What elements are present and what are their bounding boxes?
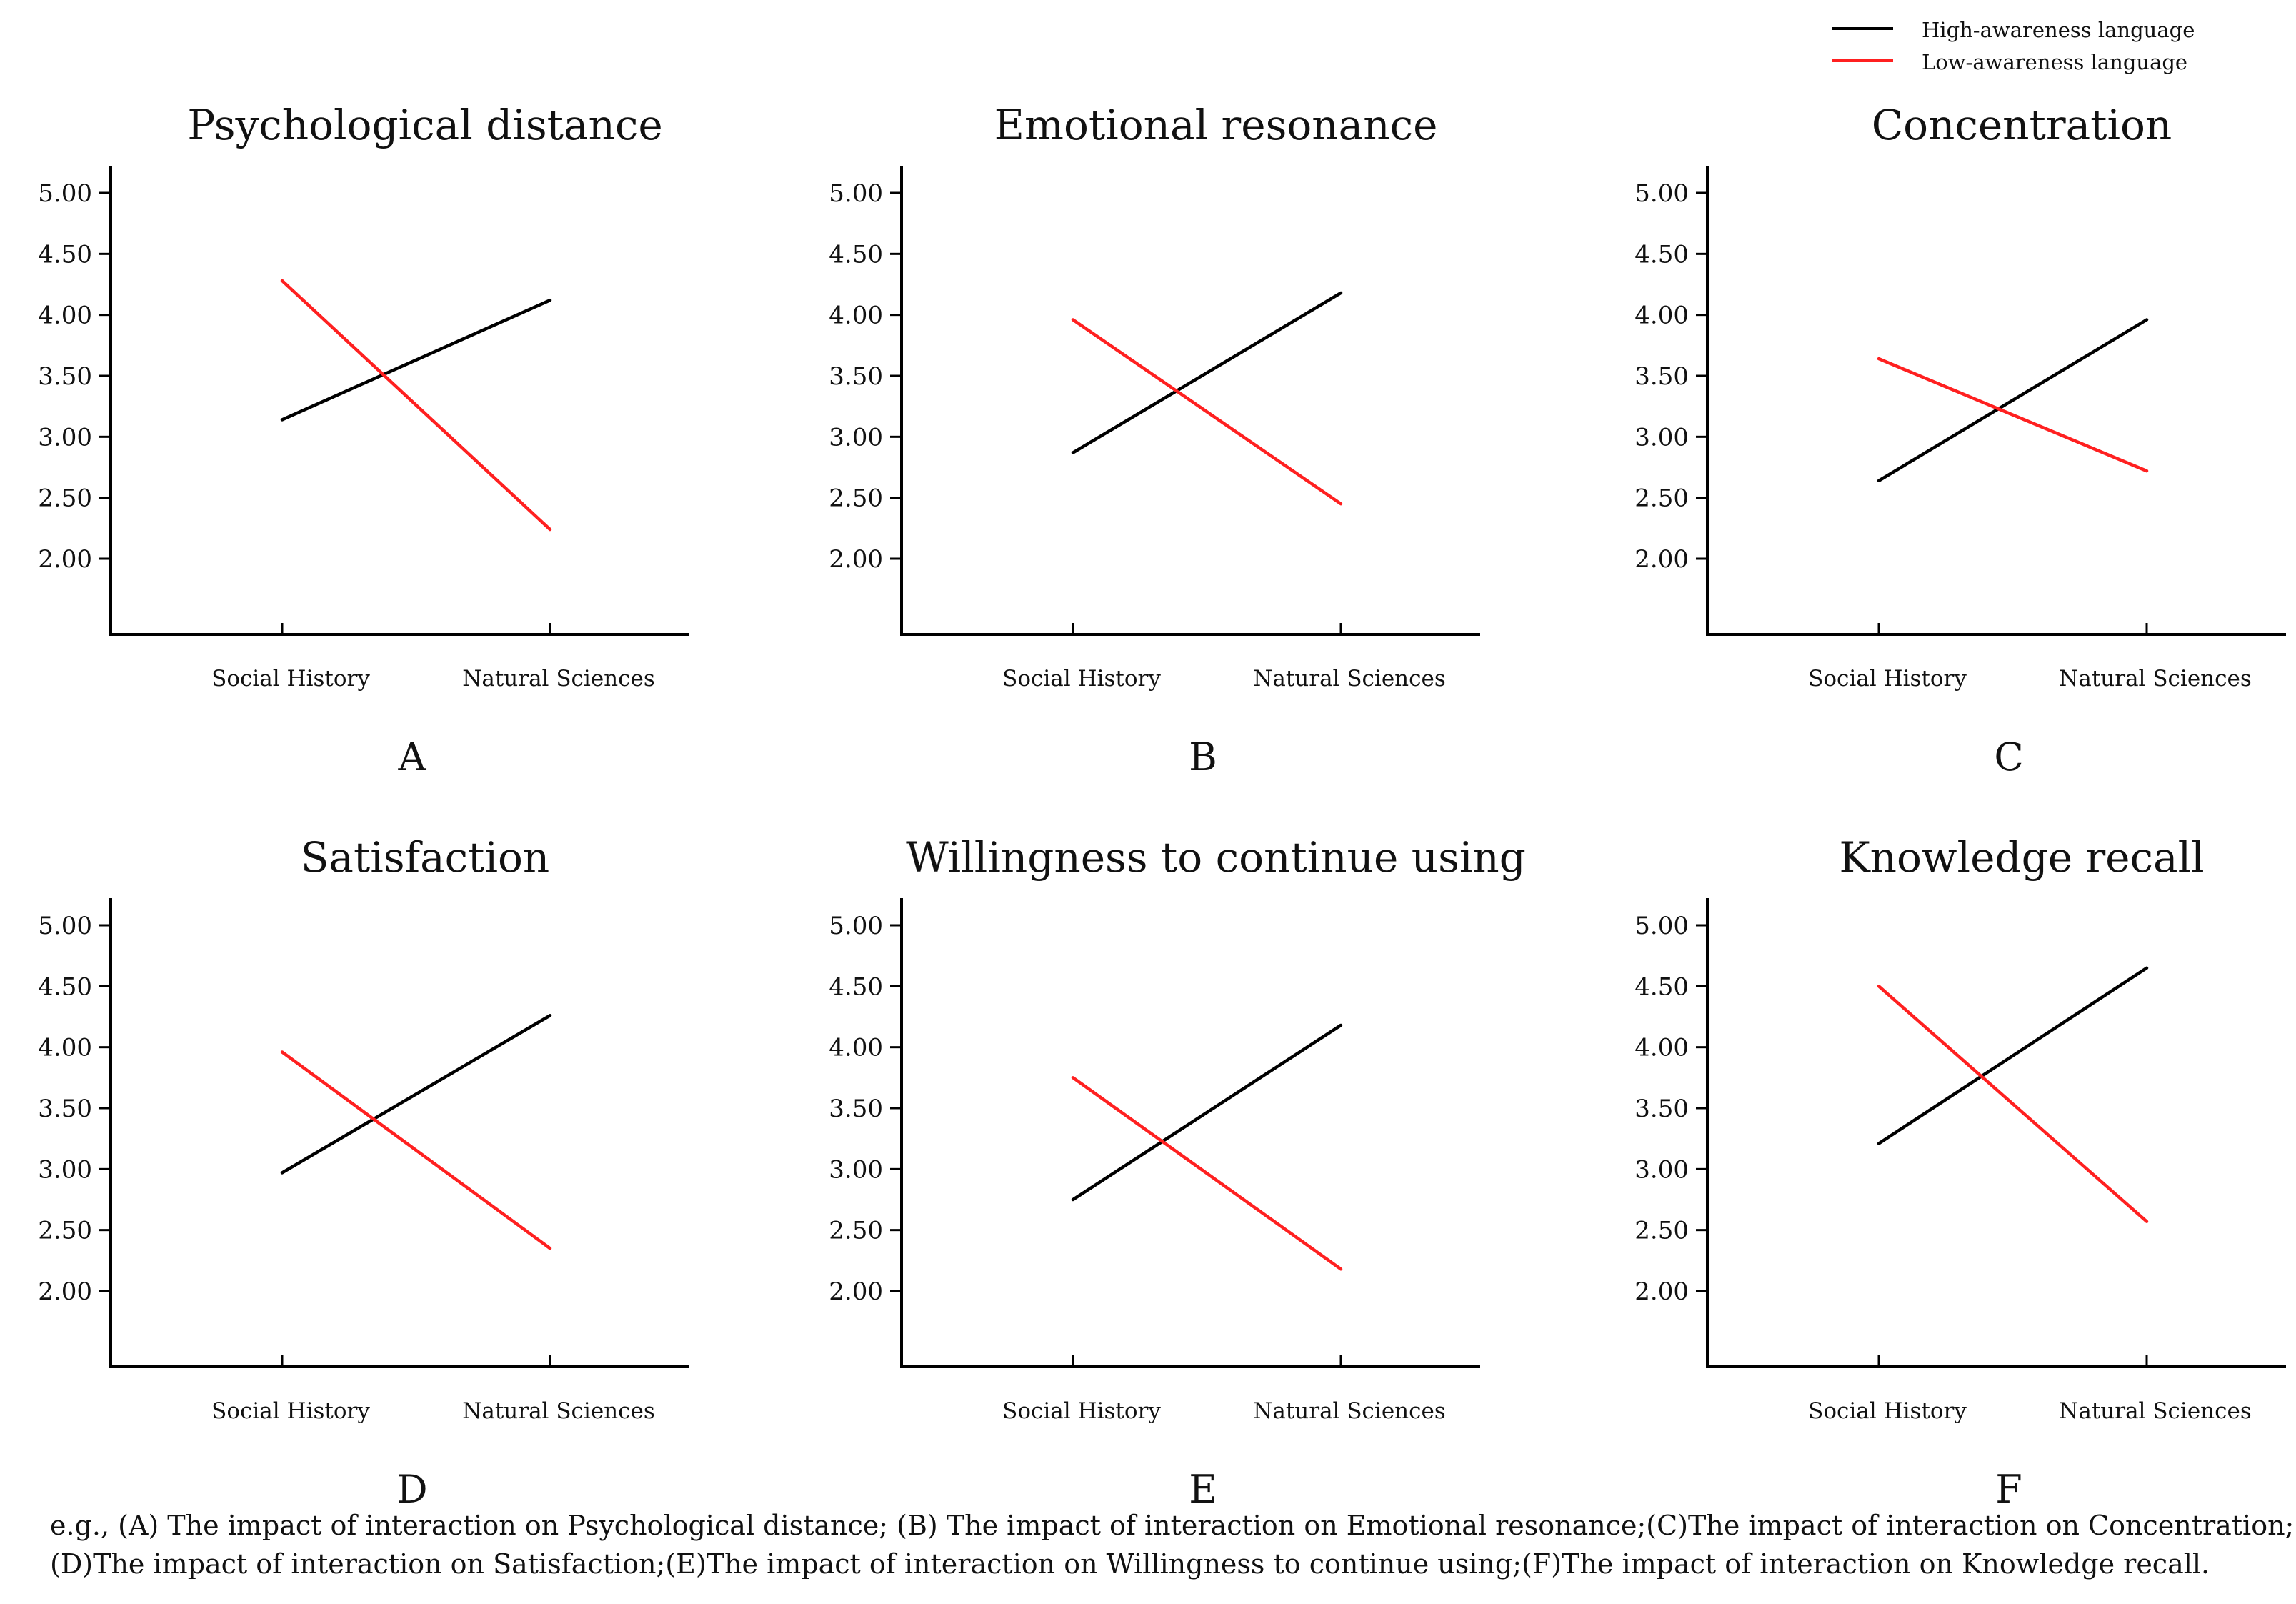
x-category-label: Social History [1002,1398,1161,1424]
y-tick-label: 3.50 [38,1095,92,1123]
x-category-label: Social History [1808,1398,1967,1424]
y-tick-label: 5.00 [829,912,883,940]
chart-title: Satisfaction [301,833,550,882]
series-line-high-awareness [1071,291,1343,454]
y-tick-label: 5.00 [829,179,883,208]
y-tick-label: 2.00 [829,545,883,574]
y-tick-label: 3.50 [1634,1095,1689,1123]
series-line-high-awareness [1877,318,2149,483]
series-line-low-awareness [1877,985,2149,1223]
chart-panel-b: Emotional resonance 5.00 4.50 4.00 3.50 3.00 2… [829,101,1480,779]
panel-letter: F [1995,1467,2022,1512]
x-category-label: Natural Sciences [2059,666,2252,692]
y-tick-label: 3.50 [38,362,92,391]
y-tick-label: 4.00 [1634,1034,1689,1062]
y-tick-label: 3.00 [38,423,92,452]
legend-label-high: High-awareness language [1922,18,2195,42]
y-tick-label: 4.00 [1634,302,1689,330]
y-tick-label: 4.50 [829,240,883,269]
y-tick-label: 4.50 [38,240,92,269]
series-line-high-awareness [280,1014,552,1175]
chart-panel-c: Concentration 5.00 4.50 4.00 3.50 3.00 2.50 2.0… [1634,101,2286,779]
chart-title: Willingness to continue using [906,833,1526,882]
y-tick-label: 2.00 [1634,545,1689,574]
y-tick-label: 4.00 [38,302,92,330]
chart-title: Emotional resonance [994,101,1438,149]
series-line-high-awareness [280,298,552,422]
legend-label-low: Low-awareness language [1922,50,2187,74]
x-category-label: Natural Sciences [1253,1398,1446,1424]
y-tick-label: 2.50 [1634,484,1689,513]
y-tick-label: 4.50 [829,972,883,1001]
series-line-low-awareness [280,1050,552,1250]
y-tick-label: 4.00 [829,302,883,330]
y-tick-label: 3.50 [829,1095,883,1123]
series-line-low-awareness [1071,318,1343,506]
series-line-low-awareness [1877,357,2149,473]
chart-title: Knowledge recall [1839,833,2204,882]
y-tick-label: 2.00 [38,1277,92,1306]
x-category-label: Social History [211,1398,370,1424]
y-tick-label: 4.00 [829,1034,883,1062]
y-tick-label: 3.00 [1634,1155,1689,1184]
y-tick-label: 2.50 [38,484,92,513]
y-tick-label: 4.50 [38,972,92,1001]
panel-letter: E [1189,1467,1217,1512]
chart-panel-e: Willingness to continue using 5.00 4.50 4.0… [829,833,1526,1512]
chart-panel-f: Knowledge recall 5.00 4.50 4.00 3.50 3.00 2.50… [1634,833,2286,1512]
y-tick-label: 3.00 [829,1155,883,1184]
figure-caption: e.g., (A) The impact of interaction on P… [50,1506,2295,1583]
panel-letter: C [1994,734,2023,779]
y-tick-label: 3.00 [1634,423,1689,452]
x-category-label: Natural Sciences [462,1398,655,1424]
y-tick-label: 2.50 [1634,1217,1689,1245]
y-tick-label: 3.50 [829,362,883,391]
panel-letter: A [398,734,427,779]
caption-line-2: (D)The impact of interaction on Satisfac… [50,1548,2210,1580]
x-category-label: Social History [1808,666,1967,692]
y-tick-label: 2.50 [829,1217,883,1245]
chart-title: Psychological distance [187,101,662,149]
y-tick-label: 2.50 [38,1217,92,1245]
panel-letter: D [396,1467,427,1512]
y-tick-label: 3.00 [829,423,883,452]
chart-title: Concentration [1872,101,2172,149]
y-tick-label: 4.50 [1634,240,1689,269]
series-line-low-awareness [280,279,552,532]
y-tick-label: 5.00 [38,179,92,208]
y-tick-label: 5.00 [1634,912,1689,940]
series-line-low-awareness [1071,1076,1343,1271]
legend: High-awareness language Low-awareness la… [1832,18,2195,74]
series-line-high-awareness [1071,1023,1343,1202]
x-category-label: Natural Sciences [1253,666,1446,692]
y-tick-label: 3.00 [38,1155,92,1184]
chart-panels: Psychological distance 5.00 4.50 4.00 3.50 3.… [38,101,2286,1512]
y-tick-label: 4.50 [1634,972,1689,1001]
y-tick-label: 2.00 [1634,1277,1689,1306]
x-category-label: Natural Sciences [2059,1398,2252,1424]
panel-letter: B [1189,734,1217,779]
y-tick-label: 5.00 [1634,179,1689,208]
y-tick-label: 4.00 [38,1034,92,1062]
y-tick-label: 2.00 [829,1277,883,1306]
x-category-label: Social History [211,666,370,692]
x-category-label: Natural Sciences [462,666,655,692]
y-tick-label: 2.00 [38,545,92,574]
chart-panel-d: Satisfaction 5.00 4.50 4.00 3.50 3.00 2.50 2.00… [38,833,689,1512]
chart-panel-a: Psychological distance 5.00 4.50 4.00 3.50 3.… [38,101,689,779]
y-tick-label: 3.50 [1634,362,1689,391]
series-line-high-awareness [1877,966,2149,1145]
y-tick-label: 5.00 [38,912,92,940]
x-category-label: Social History [1002,666,1161,692]
y-tick-label: 2.50 [829,484,883,513]
caption-line-1: e.g., (A) The impact of interaction on P… [50,1510,2295,1541]
